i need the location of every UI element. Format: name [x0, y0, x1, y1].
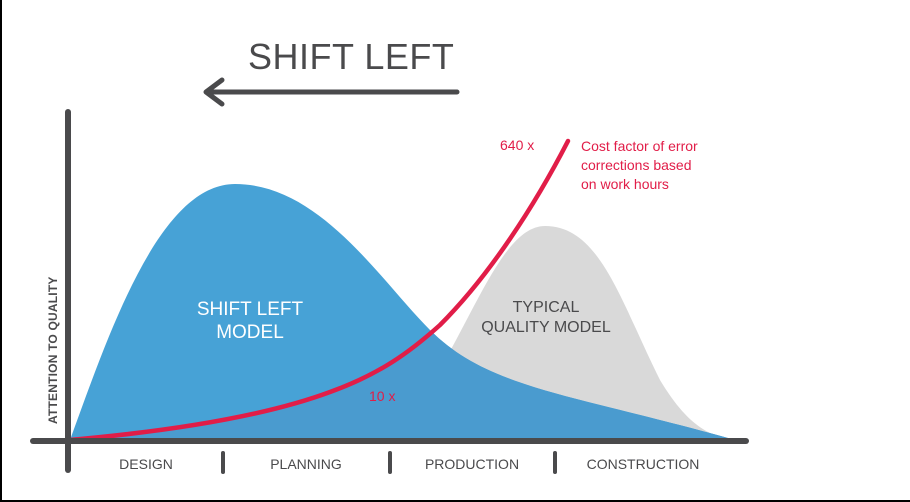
- phase-planning: PLANNING: [270, 456, 342, 472]
- chart-title: SHIFT LEFT: [248, 36, 455, 77]
- cost-factor-curve: [67, 138, 571, 443]
- typical-quality-area: [70, 226, 745, 440]
- phase-construction: CONSTRUCTION: [586, 456, 700, 472]
- shift-left-area: [70, 184, 735, 440]
- cost-factor-note: Cost factor of error corrections based o…: [581, 138, 698, 192]
- shift-left-model-label: SHIFT LEFT MODEL: [196, 299, 304, 343]
- y-axis-label: ATTENTION TO QUALITY: [46, 276, 60, 424]
- cost-10x-label: 10 x: [369, 388, 396, 404]
- phase-design: DESIGN: [119, 456, 173, 472]
- shift-left-arrow-icon: [203, 77, 460, 107]
- phase-production: PRODUCTION: [424, 456, 520, 472]
- typical-quality-model-label: TYPICAL QUALITY MODEL: [481, 299, 611, 336]
- cost-640x-label: 640 x: [500, 137, 535, 153]
